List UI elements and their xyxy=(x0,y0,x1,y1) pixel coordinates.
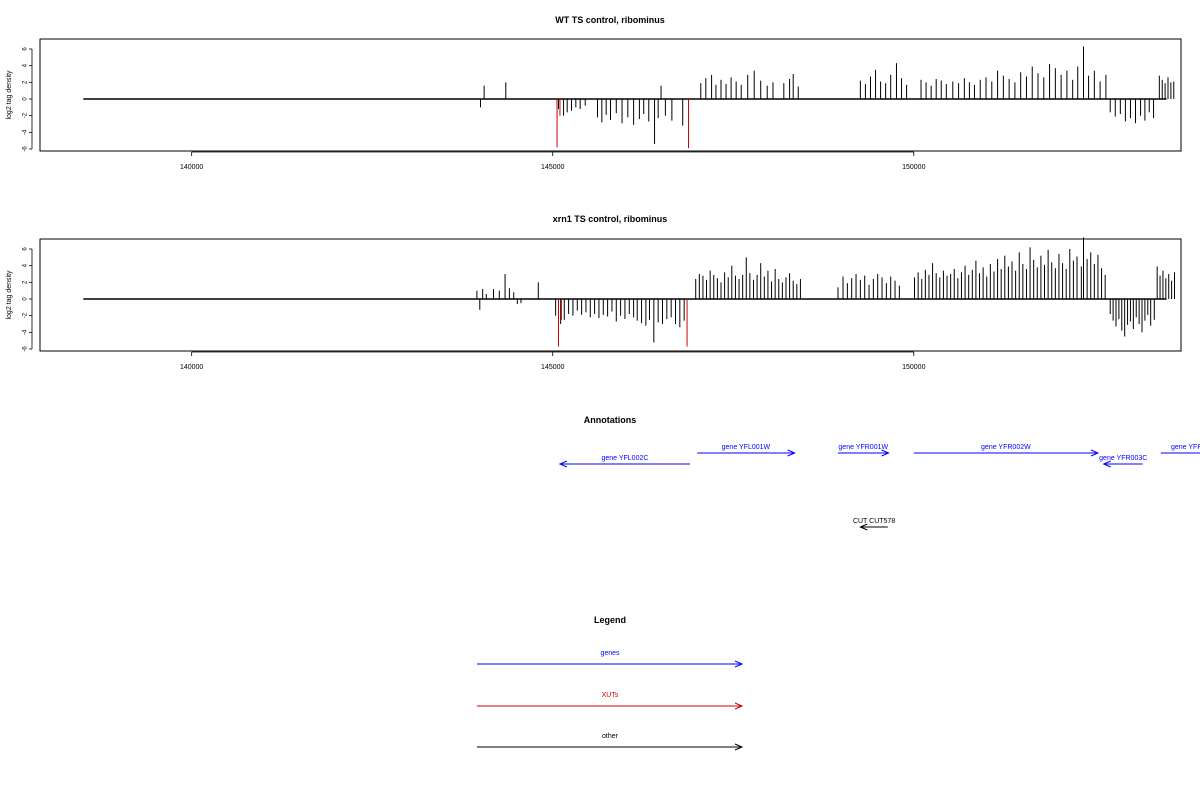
y-tick-label: 2 xyxy=(23,280,29,284)
feature-arrowhead xyxy=(558,460,568,468)
wt-track-title: WT TS control, ribominus xyxy=(555,15,665,25)
y-tick-label: 2 xyxy=(23,80,29,84)
y-tick-label: 4 xyxy=(23,63,29,67)
xrn1-track-panel: xrn1 TS control, ribominus log2 tag dens… xyxy=(6,214,1182,371)
y-tick-label: 0 xyxy=(23,297,29,301)
feature-label: gene YFR001W xyxy=(838,444,888,451)
y-tick-label: -2 xyxy=(23,312,29,318)
xrn1-plot-frame xyxy=(39,238,1182,352)
xrn1-bars xyxy=(83,237,1176,347)
legend: Legend genes XUTs other xyxy=(477,615,744,751)
annotation-feature: gene YFR003C xyxy=(1099,455,1147,468)
legend-arrowhead xyxy=(734,702,744,710)
wt-y-axis-label: log2 tag density xyxy=(6,70,13,120)
legend-arrowhead xyxy=(734,743,744,751)
annotation-feature: CUT CUT578 xyxy=(853,518,895,531)
y-tick-label: 4 xyxy=(23,263,29,267)
feature-label: gene YFL001W xyxy=(722,444,771,451)
feature-arrowhead xyxy=(881,449,890,457)
feature-arrowhead xyxy=(859,523,868,531)
feature-arrowhead xyxy=(1090,449,1100,457)
feature-label: gene YFR003C xyxy=(1099,455,1147,462)
legend-item: genes xyxy=(477,650,744,668)
y-tick-label: -4 xyxy=(23,129,29,135)
y-tick-label: 6 xyxy=(23,247,29,251)
xrn1-y-axis: -6 -4 -2 0 2 4 6 xyxy=(23,247,33,352)
wt-y-axis: -6 -4 -2 0 2 4 6 xyxy=(23,47,33,152)
y-tick-label: -4 xyxy=(23,329,29,335)
legend-label: XUTs xyxy=(602,692,619,699)
y-tick-label: -6 xyxy=(23,146,29,152)
xrn1-track-title: xrn1 TS control, ribominus xyxy=(553,214,668,224)
annotation-feature: gene YFL001W xyxy=(697,444,796,457)
y-tick-label: 0 xyxy=(23,97,29,101)
legend-item: other xyxy=(477,733,744,751)
y-tick-label: -2 xyxy=(23,112,29,118)
annotations-title: Annotations xyxy=(584,415,637,425)
wt-plot-frame xyxy=(39,38,1182,152)
feature-label: gene YFR002W xyxy=(981,444,1031,451)
xrn1-y-axis-label: log2 tag density xyxy=(6,270,13,320)
legend-title: Legend xyxy=(594,615,626,625)
wt-bars xyxy=(83,46,1175,149)
feature-arrowhead xyxy=(787,449,796,457)
legend-label: genes xyxy=(600,650,620,657)
legend-items: genes XUTs other xyxy=(477,650,744,751)
feature-label: gene YFR004 xyxy=(1171,444,1200,451)
x-tick-label: 145000 xyxy=(541,164,564,171)
y-tick-label: 6 xyxy=(23,47,29,51)
annotation-features: gene YFL002C gene YFL001W gene YFR001W gene… xyxy=(558,444,1200,531)
legend-label: other xyxy=(602,733,619,740)
x-tick-label: 140000 xyxy=(180,364,203,371)
legend-arrowhead xyxy=(734,660,744,668)
feature-label: gene YFL002C xyxy=(601,455,648,462)
feature-arrowhead xyxy=(1102,460,1111,468)
wt-x-axis: 140000 145000 150000 xyxy=(180,151,926,171)
annotation-feature: gene YFL002C xyxy=(558,455,690,468)
annotation-feature: gene YFR001W xyxy=(837,444,890,457)
y-tick-label: -6 xyxy=(23,346,29,352)
xrn1-x-axis: 140000 145000 150000 xyxy=(180,351,926,371)
feature-label: CUT CUT578 xyxy=(853,518,895,525)
annotation-feature: gene YFR004 xyxy=(1160,444,1200,454)
wt-track-panel: WT TS control, ribominus log2 tag densit… xyxy=(6,15,1182,171)
x-tick-label: 140000 xyxy=(180,164,203,171)
x-tick-label: 150000 xyxy=(902,164,925,171)
annotation-feature: gene YFR002W xyxy=(913,444,1100,457)
legend-item: XUTs xyxy=(477,692,744,710)
x-tick-label: 150000 xyxy=(902,364,925,371)
x-tick-label: 145000 xyxy=(541,364,564,371)
